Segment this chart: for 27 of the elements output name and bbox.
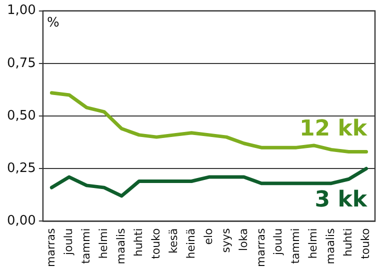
x-tick-label: syys (219, 228, 232, 253)
x-tick-label: marras (254, 228, 268, 267)
y-tick-label: 0,25 (6, 160, 36, 176)
x-tick-label: touko (359, 228, 372, 259)
x-tick-label: marras (44, 228, 58, 267)
y-tick-label: 0,50 (6, 108, 36, 124)
x-tick-label: loka (236, 228, 250, 251)
x-tick-label: huhti (132, 228, 145, 257)
x-tick-label: maalis (114, 228, 128, 264)
x-tick-label: elo (202, 228, 215, 245)
y-tick-label: 0,00 (6, 214, 36, 229)
x-tick-label: huhti (342, 228, 355, 257)
y-tick-label: 0,75 (6, 56, 36, 71)
x-tick-label: touko (149, 228, 162, 259)
y-tick-label: 1,00 (6, 3, 36, 18)
x-tick-label: tammi (289, 228, 302, 264)
x-tick-label: kesä (166, 228, 180, 254)
x-tick-label: maalis (324, 228, 338, 264)
x-tick-label: heinä (184, 228, 198, 259)
series-label: 3 kk (314, 187, 368, 212)
x-tick-label: helmi (306, 228, 320, 259)
series-label: 12 kk (299, 116, 368, 142)
x-tick-label: joulu (62, 228, 76, 256)
y-axis-title: % (46, 16, 60, 31)
x-tick-label: joulu (272, 228, 285, 256)
x-tick-label: tammi (79, 228, 92, 264)
x-tick-label: helmi (96, 228, 110, 259)
